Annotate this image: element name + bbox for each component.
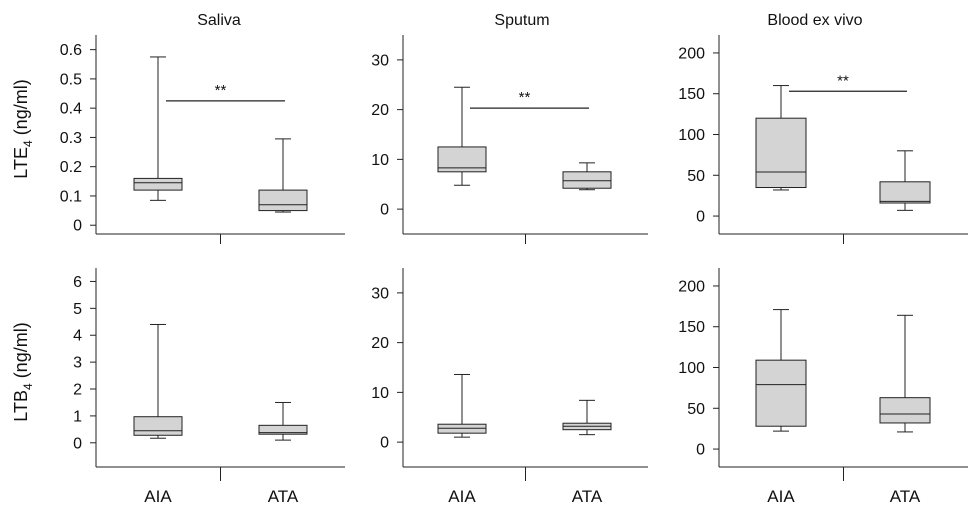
y-axis-label-ltb4-main: LTB xyxy=(11,390,31,422)
panel-2-3-aia-box xyxy=(755,359,807,427)
y-axis-label-lte4-unit: (ng/ml) xyxy=(11,79,31,140)
column-title-saliva: Saliva xyxy=(197,12,241,29)
panel-2-3-ata-box xyxy=(879,397,931,424)
panel-1-1-y-tick-label: 0.2 xyxy=(60,159,82,176)
panel-2-2-y-tick-label: 0 xyxy=(380,435,389,452)
y-axis-label-lte4-main: LTE xyxy=(11,147,31,179)
column-title-blood-ex-vivo: Blood ex vivo xyxy=(767,12,862,29)
panel-1-1-aia-box xyxy=(133,177,183,191)
panel-2-3-y-tick-label: 200 xyxy=(678,278,705,295)
panel-2-3-y-tick-label: 50 xyxy=(687,401,705,418)
panel-1-1-ata-box xyxy=(258,189,308,212)
panel-2-3-y-tick-label: 150 xyxy=(678,319,705,336)
category-label-sputum-ata: ATA xyxy=(572,487,603,506)
category-label-saliva-aia: AIA xyxy=(144,487,172,506)
panel-1-1-significance-label: ** xyxy=(215,82,227,99)
panel-1-3-y-tick-label: 0 xyxy=(696,209,705,226)
panel-1-2-y-tick-label: 20 xyxy=(371,102,389,119)
y-axis-label-lte4: LTE4 (ng/ml) xyxy=(11,79,35,178)
panel-2-3-y-tick-label: 100 xyxy=(678,360,705,377)
category-label-sputum-aia: AIA xyxy=(448,487,476,506)
panel-2-1-y-tick-label: 5 xyxy=(73,301,82,318)
panel-1-3-ata-box xyxy=(879,181,931,204)
panel-1-1-y-tick-label: 0.5 xyxy=(60,71,82,88)
panel-1-3-y-tick-label: 200 xyxy=(678,45,705,62)
panel-2-2-y-tick-label: 10 xyxy=(371,385,389,402)
panel-1-1-y-tick-label: 0.4 xyxy=(60,101,82,118)
category-label-saliva-ata: ATA xyxy=(268,487,299,506)
panel-1-1-y-tick-label: 0.6 xyxy=(60,42,82,59)
panel-1-3-y-tick-label: 50 xyxy=(687,168,705,185)
panel-2-3-y-tick-label: 0 xyxy=(696,442,705,459)
panel-1-2-y-tick-label: 0 xyxy=(380,202,389,219)
panel-2-1-ata-box xyxy=(258,424,308,435)
panel-2-1-y-tick-label: 3 xyxy=(73,355,82,372)
y-axis-label-ltb4: LTB4 (ng/ml) xyxy=(11,322,35,421)
panel-2-1-aia-box xyxy=(133,416,183,436)
category-label-blood-aia: AIA xyxy=(767,487,795,506)
panel-1-2-y-tick-label: 10 xyxy=(371,152,389,169)
panel-1-2-ata-box xyxy=(562,171,612,189)
y-axis-label-ltb4-unit: (ng/ml) xyxy=(11,322,31,383)
panel-1-1-y-tick-label: 0.3 xyxy=(60,130,82,147)
panel-1-3-y-tick-label: 100 xyxy=(678,127,705,144)
column-title-sputum: Sputum xyxy=(494,12,549,29)
panel-1-3-significance-label: ** xyxy=(837,72,849,89)
panel-1-2-significance-label: ** xyxy=(519,89,531,106)
panel-1-1-y-tick-label: 0.1 xyxy=(60,188,82,205)
panel-1-2-y-tick-label: 30 xyxy=(371,52,389,69)
panel-2-1-y-tick-label: 0 xyxy=(73,435,82,452)
panel-2-1-y-tick-label: 6 xyxy=(73,274,82,291)
panel-2-2-y-tick-label: 20 xyxy=(371,335,389,352)
panel-2-1-y-tick-label: 4 xyxy=(73,328,82,345)
y-axis-label-lte4-subscript: 4 xyxy=(21,140,35,147)
y-axis-label-ltb4-subscript: 4 xyxy=(21,383,35,390)
panel-1-3-y-tick-label: 150 xyxy=(678,86,705,103)
panel-1-1-y-tick-label: 0 xyxy=(73,218,82,235)
category-label-blood-ata: ATA xyxy=(890,487,921,506)
panel-2-2-y-tick-label: 30 xyxy=(371,285,389,302)
panel-2-1-y-tick-label: 2 xyxy=(73,382,82,399)
panel-2-1-y-tick-label: 1 xyxy=(73,408,82,425)
panels-group: 00.10.20.30.40.50.6**0102030**0501001502… xyxy=(60,35,968,481)
panel-1-3-aia-box xyxy=(755,117,807,189)
